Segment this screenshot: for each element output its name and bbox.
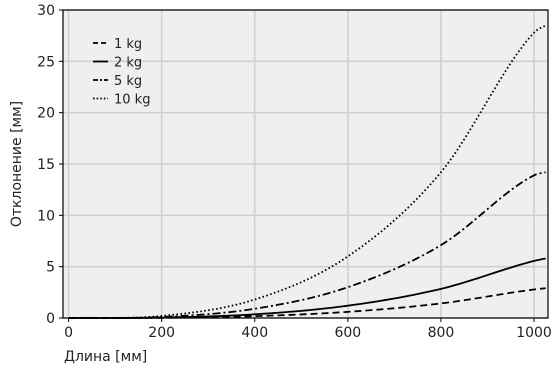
y-tick-label: 10 [37, 208, 55, 224]
y-tick-label: 5 [46, 260, 55, 276]
y-tick-label: 0 [46, 311, 55, 327]
x-tick-label: 0 [64, 325, 73, 341]
x-tick-label: 400 [241, 325, 268, 341]
y-tick-label: 20 [37, 106, 55, 122]
y-axis-label: Отклонение [мм] [9, 101, 25, 227]
legend: 1 kg 2 kg 5 kg 10 kg [93, 37, 150, 108]
series-line-10-kg [68, 24, 547, 319]
y-tick-label: 25 [37, 54, 55, 70]
x-axis-label: Длина [мм] [64, 349, 147, 365]
grid [63, 9, 548, 319]
x-tick-label: 600 [334, 325, 361, 341]
x-tick-label: 200 [148, 325, 175, 341]
legend-label: 5 kg [114, 74, 142, 89]
y-tick-label: 30 [37, 3, 55, 19]
x-tick-label: 1000 [516, 325, 552, 341]
legend-label: 2 kg [114, 56, 142, 71]
x-tick-label: 800 [428, 325, 455, 341]
y-tick-label: 15 [37, 157, 55, 173]
series-line-5-kg [68, 171, 546, 319]
legend-label: 10 kg [114, 93, 150, 108]
axis-ticks: 0 200 400 600 800 1000 0 5 10 15 20 25 30 [37, 3, 552, 341]
legend-label: 1 kg [114, 37, 142, 52]
